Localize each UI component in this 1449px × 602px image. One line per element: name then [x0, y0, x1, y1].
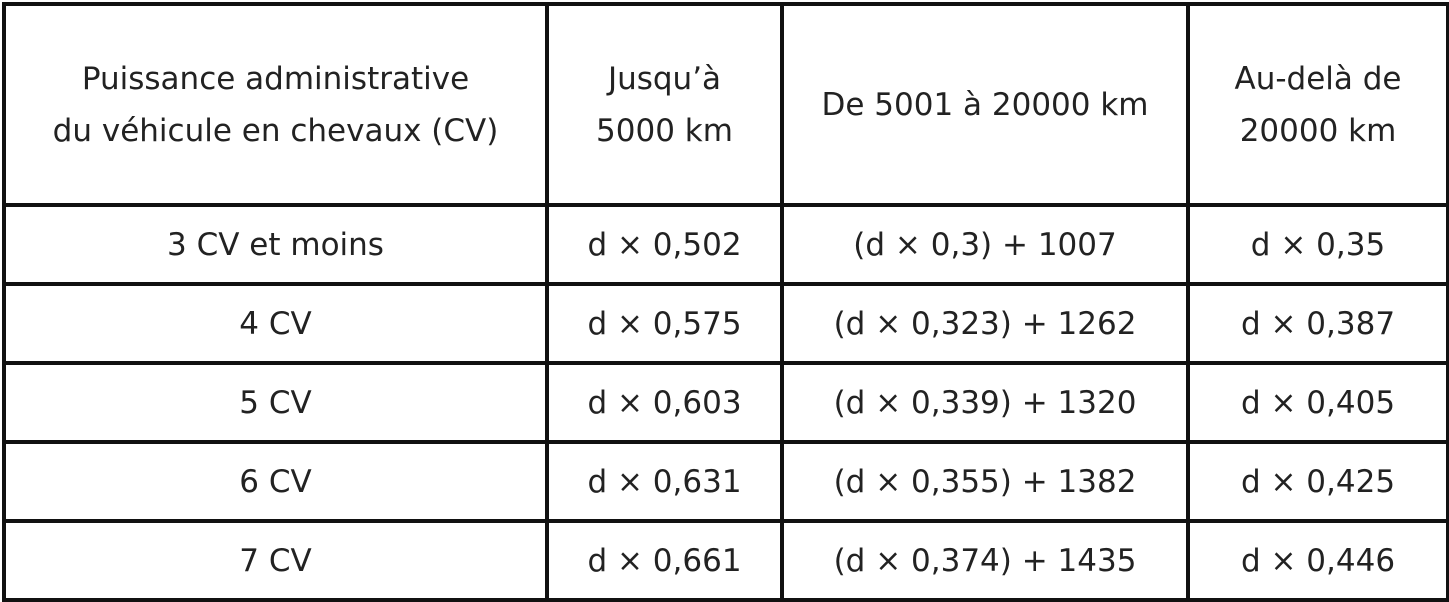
cell-5001-20000: (d × 0,323) + 1262: [780, 282, 1190, 365]
cell-5001-20000: (d × 0,374) + 1435: [780, 519, 1190, 602]
header-over-line1: Au-delà de: [1234, 60, 1402, 97]
table-row: 6 CV d × 0,631 (d × 0,355) + 1382 d × 0,…: [2, 440, 1449, 523]
cell-power: 6 CV: [2, 440, 549, 523]
header-power-line1: Puissance administrative: [81, 60, 470, 97]
table-row: 5 CV d × 0,603 (d × 0,339) + 1320 d × 0,…: [2, 361, 1449, 444]
cell-upto-5000: d × 0,661: [545, 519, 784, 602]
cell-over-20000: d × 0,425: [1186, 440, 1449, 523]
cell-over-20000: d × 0,387: [1186, 282, 1449, 365]
cell-5001-20000: (d × 0,339) + 1320: [780, 361, 1190, 444]
header-upto-line1: Jusqu’à: [607, 60, 722, 97]
header-cell-5001-20000: De 5001 à 20000 km: [780, 2, 1190, 207]
cell-power: 7 CV: [2, 519, 549, 602]
header-cell-upto-5000: Jusqu’à 5000 km: [545, 2, 784, 207]
cell-over-20000: d × 0,35: [1186, 203, 1449, 286]
table-row: 4 CV d × 0,575 (d × 0,323) + 1262 d × 0,…: [2, 282, 1449, 365]
cell-upto-5000: d × 0,603: [545, 361, 784, 444]
cell-power: 4 CV: [2, 282, 549, 365]
header-upto-line2: 5000 km: [596, 112, 733, 149]
header-over-line2: 20000 km: [1239, 112, 1397, 149]
cell-power: 3 CV et moins: [2, 203, 549, 286]
cell-upto-5000: d × 0,631: [545, 440, 784, 523]
table-row: 7 CV d × 0,661 (d × 0,374) + 1435 d × 0,…: [2, 519, 1449, 602]
cell-upto-5000: d × 0,502: [545, 203, 784, 286]
cell-5001-20000: (d × 0,355) + 1382: [780, 440, 1190, 523]
table-row: 3 CV et moins d × 0,502 (d × 0,3) + 1007…: [2, 203, 1449, 286]
header-mid-label: De 5001 à 20000 km: [821, 86, 1149, 123]
cell-power: 5 CV: [2, 361, 549, 444]
cell-5001-20000: (d × 0,3) + 1007: [780, 203, 1190, 286]
header-power-line2: du véhicule en chevaux (CV): [52, 112, 499, 149]
cell-over-20000: d × 0,405: [1186, 361, 1449, 444]
cell-over-20000: d × 0,446: [1186, 519, 1449, 602]
cell-upto-5000: d × 0,575: [545, 282, 784, 365]
header-row: Puissance administrative du véhicule en …: [2, 2, 1449, 207]
header-cell-power: Puissance administrative du véhicule en …: [2, 2, 549, 207]
header-cell-over-20000: Au-delà de 20000 km: [1186, 2, 1449, 207]
